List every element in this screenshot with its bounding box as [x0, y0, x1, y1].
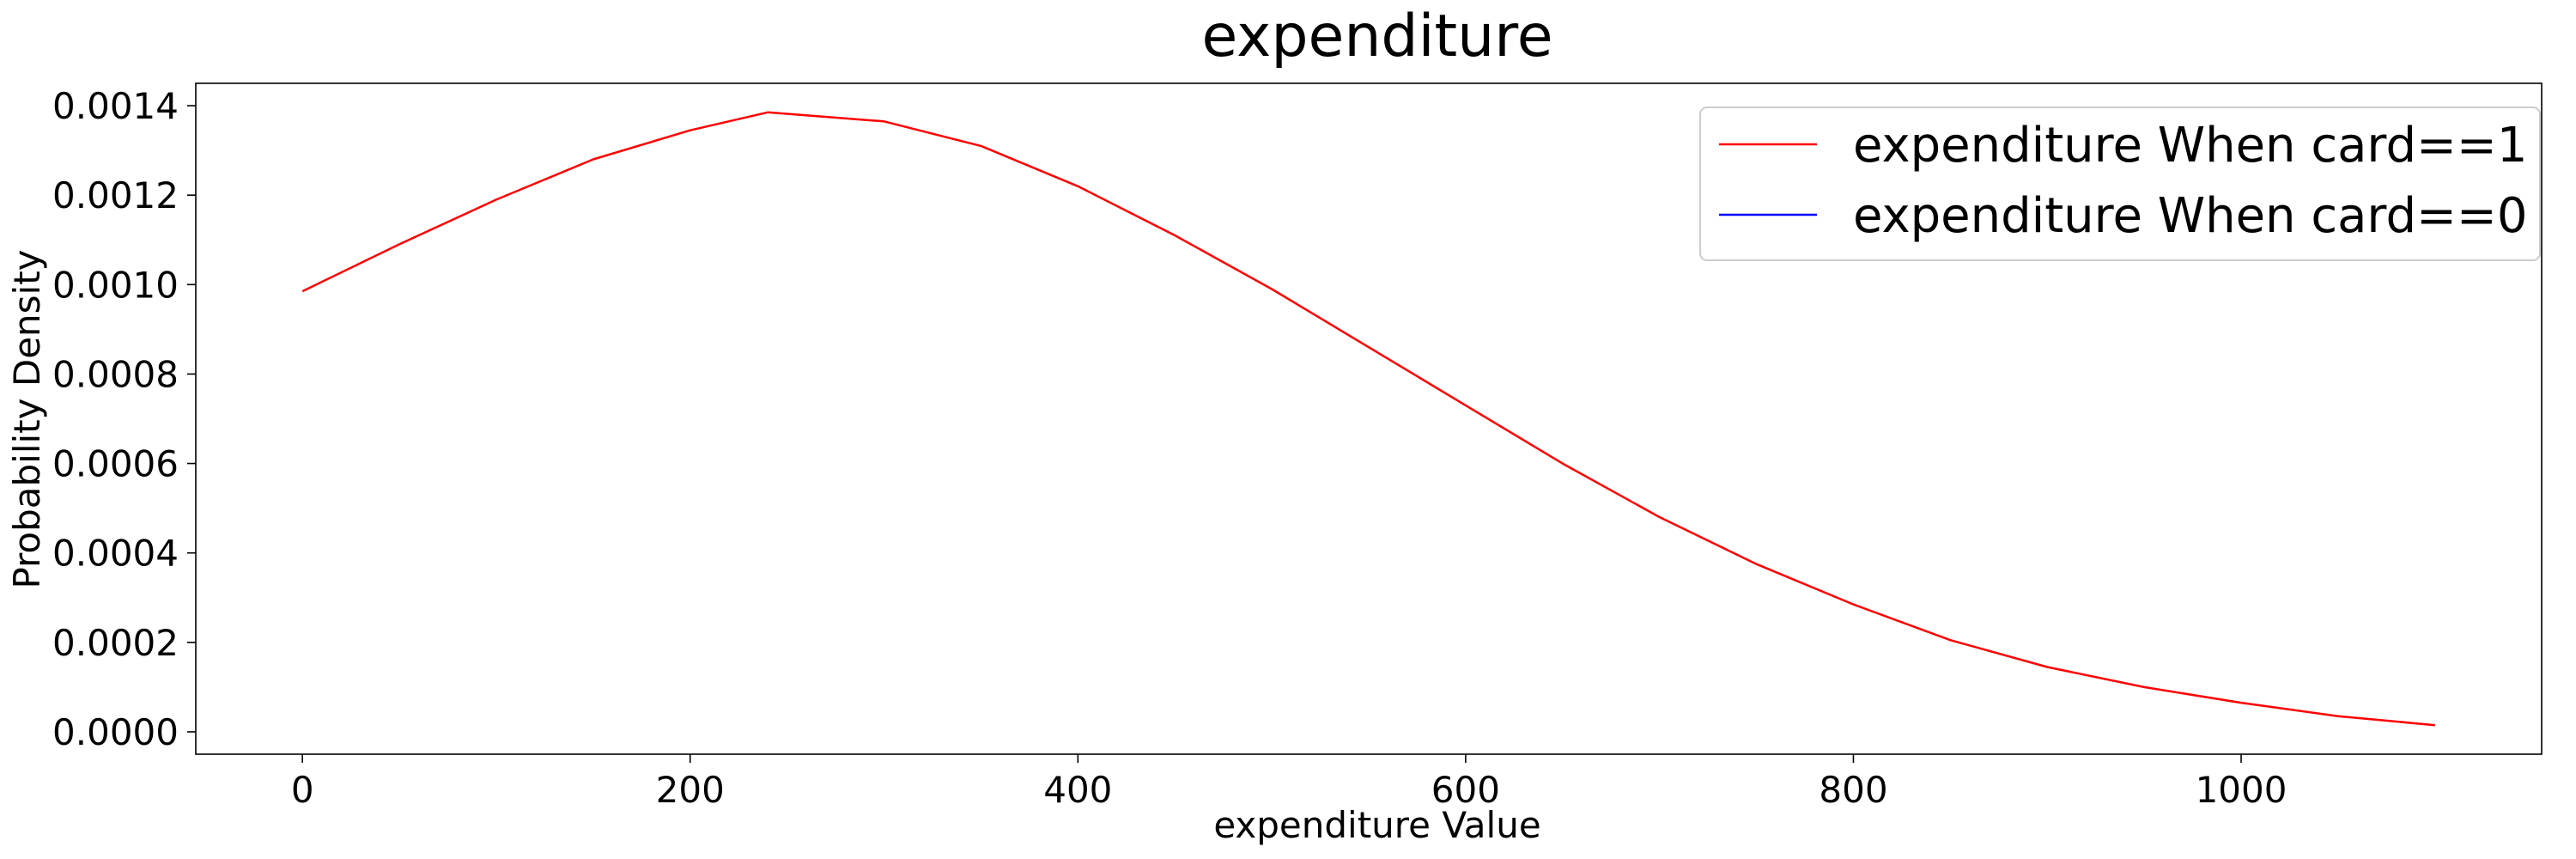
- x-tick-label-0: 0: [291, 769, 314, 811]
- legend: expenditure When card==1 expenditure Whe…: [1699, 107, 2541, 261]
- x-tick-label-5: 1000: [2196, 769, 2287, 811]
- chart-title: expenditure: [1201, 3, 1552, 70]
- x-axis-label: expenditure Value: [1213, 804, 1540, 846]
- x-tick-label-4: 800: [1819, 769, 1887, 811]
- y-tick-label-0: 0.0000: [52, 711, 179, 753]
- y-axis-label: Probability Density: [6, 249, 48, 588]
- x-tick-label-1: 200: [656, 769, 725, 811]
- y-tick-label-4: 0.0008: [52, 353, 179, 395]
- y-tick-label-1: 0.0002: [52, 622, 179, 664]
- legend-label-card-1: expenditure When card==1: [1853, 118, 2527, 174]
- plot-frame: [195, 82, 2543, 755]
- legend-label-card-0: expenditure When card==0: [1853, 188, 2527, 244]
- series-line-0: [301, 111, 2435, 727]
- y-tick-label-2: 0.0004: [52, 533, 179, 575]
- x-tick-label-3: 600: [1431, 769, 1500, 811]
- legend-frame: [1699, 107, 2541, 261]
- x-tick-label-2: 400: [1043, 769, 1112, 811]
- plot-area: 0 200 400 600 800 1000 0.0000 0.0002 0.0004 0.000…: [52, 82, 2543, 811]
- y-tick-label-3: 0.0006: [52, 443, 179, 485]
- y-tick-label-7: 0.0014: [52, 85, 179, 127]
- y-tick-label-6: 0.0012: [52, 174, 179, 216]
- y-tick-label-5: 0.0010: [52, 264, 179, 306]
